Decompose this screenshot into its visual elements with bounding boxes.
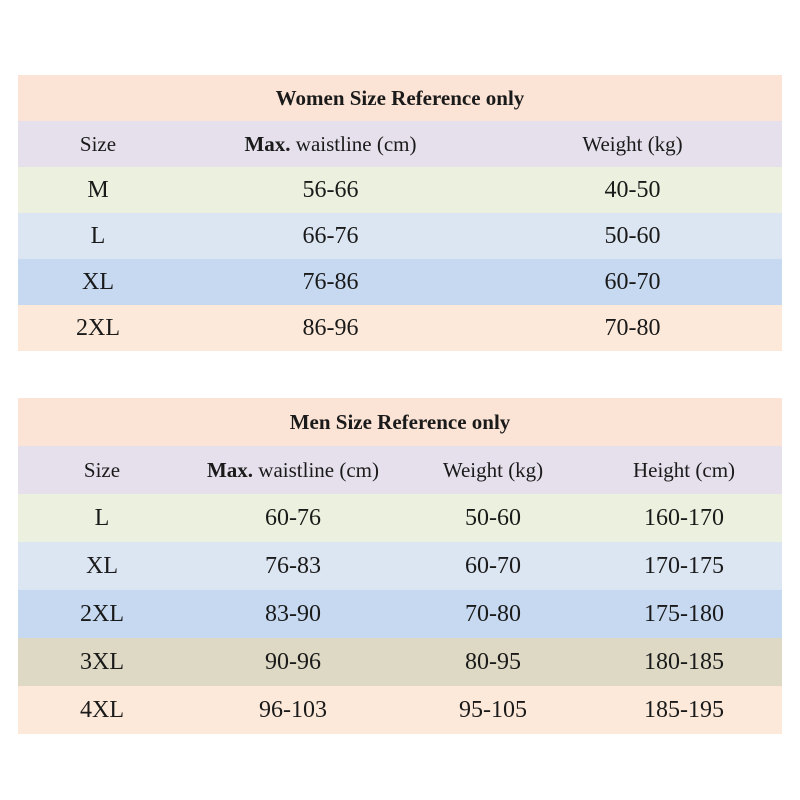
men-size-cell: 2XL: [80, 600, 124, 627]
women-weight-cell: 40-50: [604, 176, 661, 203]
table-row: XL 76-83 60-70 170-175: [18, 542, 782, 590]
women-size-cell: XL: [82, 268, 114, 295]
men-table-title-row: Men Size Reference only: [18, 398, 782, 446]
women-size-cell: M: [87, 176, 109, 203]
table-row: XL 76-86 60-70: [18, 259, 782, 305]
men-waist-cell: 90-96: [265, 648, 321, 675]
table-row: L 60-76 50-60 160-170: [18, 494, 782, 542]
men-header-waist-rest: waistline (cm): [253, 457, 380, 482]
men-waist-cell: 60-76: [265, 504, 321, 531]
women-weight-cell: 60-70: [604, 268, 661, 295]
women-size-cell: L: [90, 222, 106, 249]
table-row: 4XL 96-103 95-105 185-195: [18, 686, 782, 734]
men-table-header-row: Size Max. waistline (cm) Weight (kg) Hei…: [18, 446, 782, 494]
women-weight-cell: 50-60: [604, 222, 661, 249]
men-height-cell: 170-175: [644, 552, 724, 579]
women-header-size: Size: [79, 131, 117, 156]
women-waist-cell: 76-86: [302, 268, 359, 295]
men-height-cell: 175-180: [644, 600, 724, 627]
women-size-table: Women Size Reference only Size Max. wais…: [18, 75, 782, 351]
men-waist-cell: 76-83: [265, 552, 321, 579]
women-table-header-row: Size Max. waistline (cm) Weight (kg): [18, 121, 782, 167]
women-waist-cell: 86-96: [302, 314, 359, 341]
women-header-waist-bold: Max.: [244, 131, 291, 156]
women-table-title-row: Women Size Reference only: [18, 75, 782, 121]
men-weight-cell: 95-105: [459, 696, 527, 723]
men-header-height: Height (cm): [632, 457, 736, 482]
men-table-title: Men Size Reference only: [289, 409, 511, 434]
men-height-cell: 160-170: [644, 504, 724, 531]
men-size-cell: L: [94, 504, 110, 531]
men-waist-cell: 83-90: [265, 600, 321, 627]
women-header-waistline: Max. waistline (cm): [178, 132, 483, 157]
table-row: 2XL 83-90 70-80 175-180: [18, 590, 782, 638]
men-size-cell: 4XL: [80, 696, 124, 723]
men-weight-cell: 70-80: [465, 600, 521, 627]
men-size-table: Men Size Reference only Size Max. waistl…: [18, 398, 782, 734]
men-size-cell: XL: [86, 552, 118, 579]
men-header-waist-bold: Max.: [206, 457, 254, 482]
women-size-cell: 2XL: [76, 314, 120, 341]
men-weight-cell: 50-60: [465, 504, 521, 531]
men-weight-cell: 60-70: [465, 552, 521, 579]
men-header-size: Size: [83, 457, 121, 482]
men-waist-cell: 96-103: [259, 696, 327, 723]
men-header-weight: Weight (kg): [442, 457, 544, 482]
men-height-cell: 185-195: [644, 696, 724, 723]
men-height-cell: 180-185: [644, 648, 724, 675]
women-waist-cell: 56-66: [302, 176, 359, 203]
table-row: L 66-76 50-60: [18, 213, 782, 259]
men-weight-cell: 80-95: [465, 648, 521, 675]
women-weight-cell: 70-80: [604, 314, 661, 341]
men-header-waistline: Max. waistline (cm): [186, 458, 400, 483]
women-header-waist-rest: waistline (cm): [290, 131, 417, 156]
women-waist-cell: 66-76: [302, 222, 359, 249]
table-row: 2XL 86-96 70-80: [18, 305, 782, 351]
women-table-title: Women Size Reference only: [275, 85, 525, 110]
table-row: 3XL 90-96 80-95 180-185: [18, 638, 782, 686]
women-header-weight: Weight (kg): [582, 131, 683, 156]
table-row: M 56-66 40-50: [18, 167, 782, 213]
men-size-cell: 3XL: [80, 648, 124, 675]
